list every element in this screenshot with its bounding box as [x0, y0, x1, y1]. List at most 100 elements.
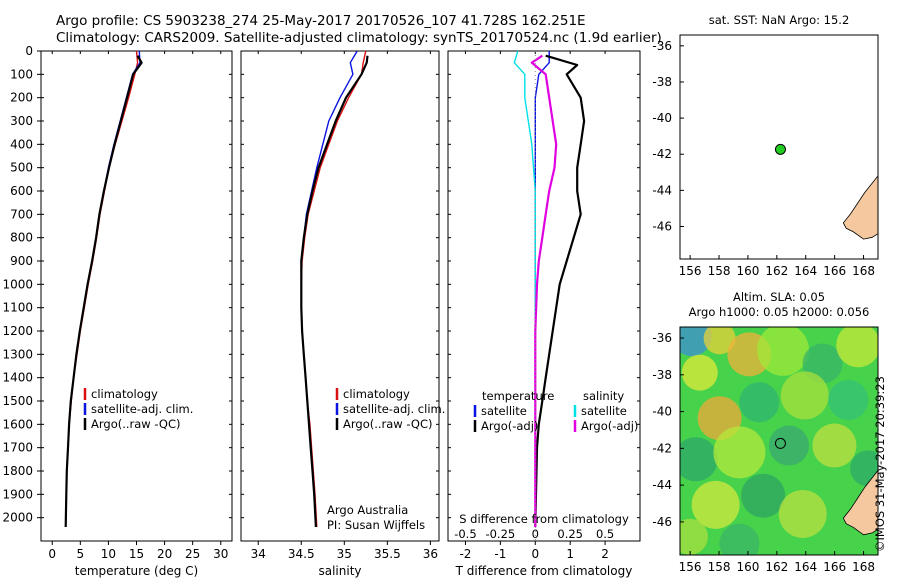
sla-heatmap-cell — [691, 480, 740, 529]
xtick-label: 35 — [337, 547, 352, 561]
xtick-label-s: 0.5 — [596, 527, 614, 541]
ytick-label: -44 — [652, 183, 672, 197]
sla-heatmap-cell — [768, 425, 809, 466]
xtick-label: 35.5 — [374, 547, 401, 561]
ytick-label: 300 — [10, 114, 33, 128]
ytick-label: -38 — [652, 75, 672, 89]
sla-heatmap-cell — [812, 423, 857, 468]
sla-heatmap-cell — [756, 327, 809, 376]
ytick-label: 400 — [10, 137, 33, 151]
xaxis-label: salinity — [318, 564, 361, 578]
ytick-label: -40 — [652, 111, 672, 125]
sla-heatmap-cell — [719, 523, 760, 555]
sla-heatmap-cell — [713, 426, 766, 479]
float-position-marker — [774, 143, 786, 155]
xtick-label: 1 — [566, 547, 574, 561]
xtick-label: -1 — [494, 547, 506, 561]
ytick-label: -36 — [652, 331, 672, 345]
ytick-label: -36 — [652, 39, 672, 53]
salinity_profile-series-group — [300, 51, 369, 528]
xaxis-label: T difference from climatology — [455, 564, 633, 578]
xtick-label: 10 — [101, 547, 116, 561]
series-line-satellite-adj-clim- — [300, 51, 358, 528]
float-position-marker — [774, 437, 786, 449]
temperature_profile-series-group — [64, 51, 143, 528]
ytick-label: 1900 — [2, 487, 33, 501]
xtick-label-s: -0.5 — [454, 527, 476, 541]
legend-label: satellite-adj. clim. — [91, 402, 193, 416]
legend-label: Argo(..raw -QC) — [343, 417, 433, 431]
legend-label: climatology — [343, 387, 410, 401]
series-line-argo-raw-qc- — [64, 55, 143, 528]
sst-map-title: sat. SST: NaN Argo: 15.2 — [709, 13, 850, 27]
xtick-label: 166 — [823, 560, 846, 574]
xtick-label: 156 — [679, 560, 702, 574]
land-shape — [842, 469, 878, 536]
sla-heatmap-cell — [828, 379, 869, 420]
xtick-label-s: 0 — [532, 527, 539, 541]
legend-label: Argo(-adj) — [581, 419, 638, 433]
xtick-label: 36 — [423, 547, 438, 561]
ytick-label: 1800 — [2, 464, 33, 478]
ytick-label: 0 — [25, 44, 33, 58]
ytick-label: 1300 — [2, 347, 33, 361]
ytick-label: -38 — [652, 368, 672, 382]
xtick-label: 34.5 — [288, 547, 315, 561]
panel-annotation: Argo Australia — [327, 503, 408, 517]
xtick-label: 164 — [794, 560, 817, 574]
legend-label: climatology — [91, 387, 158, 401]
legend-label: satellite-adj. clim. — [343, 402, 445, 416]
series-line-argo-raw-qc- — [300, 55, 369, 528]
sla-map-title-line1: Altim. SLA: 0.05 — [733, 290, 825, 304]
temperature_profile-frame — [40, 50, 233, 542]
xtick-label: 0 — [531, 547, 539, 561]
legend-label: satellite — [481, 404, 527, 418]
xtick-label-s: -0.25 — [485, 527, 515, 541]
sla-heatmap-cell — [739, 382, 780, 423]
ytick-label: 700 — [10, 207, 33, 221]
sla-heatmap-cell — [703, 327, 736, 355]
xtick-label: 2 — [601, 547, 609, 561]
sst_map-frame — [679, 34, 879, 260]
land-shape — [842, 175, 878, 240]
ytick-label: 500 — [10, 161, 33, 175]
panel-annotation: PI: Susan Wijffels — [327, 518, 425, 532]
xtick-label: 5 — [77, 547, 85, 561]
xtick-label: 20 — [157, 547, 172, 561]
xtick-label: 34 — [251, 547, 266, 561]
xtick-label: 160 — [736, 560, 759, 574]
xtick-label: 158 — [708, 264, 731, 278]
ytick-label: 1100 — [2, 301, 33, 315]
legend-label: Argo(..raw -QC) — [91, 417, 181, 431]
series-line-temperature-argo-adj- — [534, 54, 586, 528]
ytick-label: 800 — [10, 231, 33, 245]
xtick-label-s: 0.25 — [557, 527, 583, 541]
series-line-satellite-adj-clim- — [65, 51, 141, 528]
header-title-line1: Argo profile: CS 5903238_274 25-May-2017… — [56, 13, 586, 29]
ytick-label: 600 — [10, 184, 33, 198]
xtick-label: 162 — [765, 560, 788, 574]
xtick-label: 164 — [794, 264, 817, 278]
ytick-label: 1200 — [2, 324, 33, 338]
difference_profile-frame — [447, 50, 641, 542]
ytick-label: 1400 — [2, 371, 33, 385]
legend-title: salinity — [583, 389, 624, 403]
ytick-label: 200 — [10, 91, 33, 105]
legend-label: Argo(-adj) — [481, 419, 538, 433]
ytick-label: 1000 — [2, 277, 33, 291]
ytick-label: 1600 — [2, 417, 33, 431]
xtick-label: 162 — [765, 264, 788, 278]
xtick-label: 158 — [708, 560, 731, 574]
sla-heatmap-cell — [836, 327, 878, 368]
ytick-label: -44 — [652, 478, 672, 492]
salinity_profile-frame — [240, 50, 440, 542]
ytick-label: -40 — [652, 405, 672, 419]
ytick-label: -42 — [652, 441, 672, 455]
xtick-label: 160 — [736, 264, 759, 278]
ytick-label: -46 — [652, 219, 672, 233]
sla-heatmap-cell — [780, 371, 829, 420]
xtick-label: 156 — [679, 264, 702, 278]
sla-heatmap-cell — [680, 437, 718, 482]
ytick-label: -42 — [652, 147, 672, 161]
